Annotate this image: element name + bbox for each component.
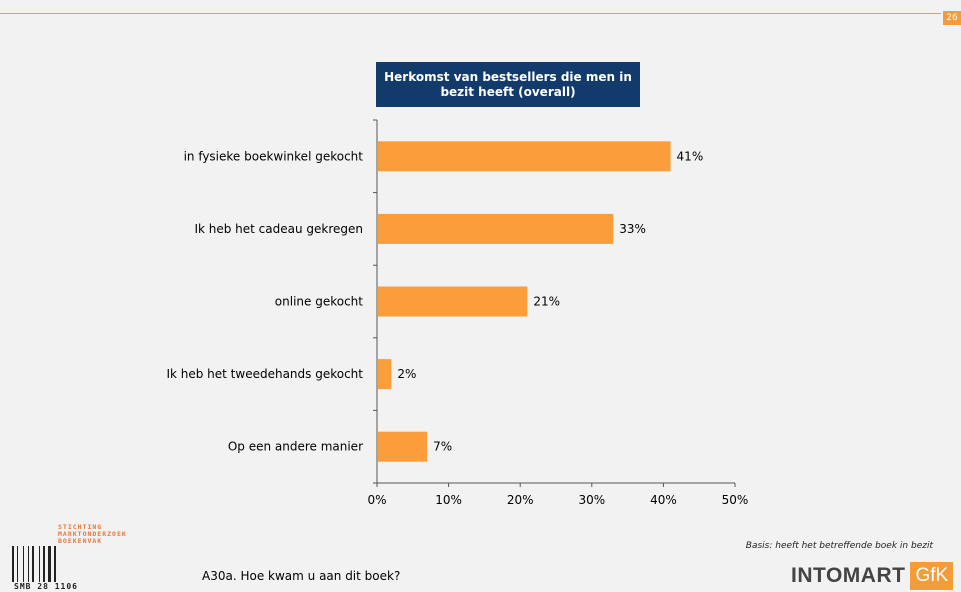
gfk-wordmark: GfK xyxy=(910,562,954,590)
barcode-bar xyxy=(54,546,56,582)
x-tick-label: 10% xyxy=(435,493,462,507)
smb-logo-text: STICHTING MARKTONDERZOEK BOEKENVAK xyxy=(58,524,127,545)
smb-line-2: MARKTONDERZOEK xyxy=(58,530,127,538)
x-tick-label: 0% xyxy=(367,493,386,507)
bar xyxy=(378,141,671,172)
barcode-bar xyxy=(48,546,51,582)
x-tick-label: 50% xyxy=(722,493,749,507)
value-label: 2% xyxy=(397,367,416,381)
category-label: in fysieke boekwinkel gekocht xyxy=(184,149,364,163)
value-label: 7% xyxy=(433,440,452,454)
value-label: 21% xyxy=(533,295,560,309)
page-number: 26 xyxy=(943,11,961,25)
intomart-gfk-logo: INTOMART GfK xyxy=(791,562,954,590)
barcode-bar xyxy=(23,546,24,582)
barcode-bar xyxy=(28,546,29,582)
question-text: A30a. Hoe kwam u aan dit boek? xyxy=(202,569,401,583)
x-tick-label: 30% xyxy=(578,493,605,507)
barcode-icon xyxy=(12,546,60,582)
category-label: Ik heb het tweedehands gekocht xyxy=(166,367,363,381)
smb-logo: STICHTING MARKTONDERZOEK BOEKENVAK SMB 2… xyxy=(12,522,152,592)
bar xyxy=(378,213,614,244)
value-label: 33% xyxy=(619,222,646,236)
barcode-bar xyxy=(39,546,40,582)
smb-line-1: STICHTING xyxy=(58,523,103,531)
bar xyxy=(378,431,428,462)
smb-code: SMB 28 1106 xyxy=(14,582,78,591)
barcode-bar xyxy=(43,546,45,582)
chart-title: Herkomst van bestsellers die men in bezi… xyxy=(376,62,640,107)
top-rule xyxy=(0,13,941,14)
bar xyxy=(378,286,528,317)
intomart-wordmark: INTOMART xyxy=(791,564,906,587)
barcode-bar xyxy=(32,546,34,582)
category-label: Ik heb het cadeau gekregen xyxy=(194,222,363,236)
category-label: online gekocht xyxy=(275,295,363,309)
x-tick-label: 20% xyxy=(507,493,534,507)
x-tick-label: 40% xyxy=(650,493,677,507)
value-label: 41% xyxy=(677,149,704,163)
smb-line-3: BOEKENVAK xyxy=(58,537,103,545)
category-label: Op een andere manier xyxy=(228,440,363,454)
bar xyxy=(378,359,392,390)
barcode-bar xyxy=(12,546,14,582)
footnote: Basis: heeft het betreffende boek in bez… xyxy=(745,541,933,551)
barcode-bar xyxy=(17,546,18,582)
